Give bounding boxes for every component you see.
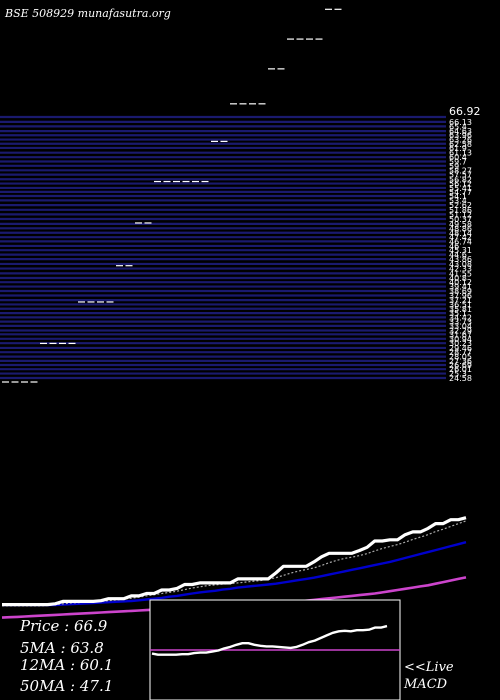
chart-title: BSE 508929 munafasutra.org [5, 7, 171, 20]
price-level-label: 44.6 [449, 251, 467, 260]
price-level-label: 33.73 [449, 318, 472, 327]
price-level-label: 54.1 [449, 192, 467, 201]
price-level-label: 37.96 [449, 292, 472, 301]
price-level-label: 52.62 [449, 201, 472, 210]
price-level-label: 66.92 [449, 105, 481, 118]
price-level-label: 47.42 [449, 233, 472, 242]
stat-5ma-value: 63.8 [70, 639, 104, 657]
price-level-label: 26.69 [449, 361, 472, 370]
price-level-label: 41.55 [449, 269, 472, 278]
stat-50ma-value: 47.1 [79, 677, 114, 695]
stat-50ma: 50MA : 47.1 [20, 677, 114, 695]
price-level-label: 27.36 [449, 357, 472, 366]
price-level-label: 55.41 [449, 184, 472, 193]
ma-mid-line [2, 541, 467, 607]
price-level-label: 46.74 [449, 237, 472, 246]
price-level-label: 42.33 [449, 265, 472, 274]
price-level-label: 30.23 [449, 339, 472, 348]
price-level-label: 35.81 [449, 305, 472, 314]
stat-12ma-value: 60.1 [79, 656, 114, 674]
stat-price-label: Price [20, 617, 60, 635]
price-level-label: 53.4 [449, 196, 467, 205]
price-level-label: 45.31 [449, 246, 472, 255]
price-line [2, 516, 467, 607]
macd-label: MACD [404, 677, 448, 692]
stat-12ma: 12MA : 60.1 [20, 656, 114, 674]
price-steps [2, 8, 342, 383]
stat-12ma-label: 12MA [20, 656, 66, 674]
stat-5ma-label: 5MA [20, 639, 56, 657]
price-level-label: 32.29 [449, 326, 472, 335]
macd-panel [149, 599, 401, 700]
price-level-label: 49.58 [449, 220, 472, 229]
price-level-label: 39.41 [449, 283, 472, 292]
price-level-label: 64.63 [449, 127, 472, 136]
price-level-label: 58.27 [449, 166, 472, 175]
price-level-label: 40.12 [449, 278, 472, 287]
price-level-label: 66.13 [449, 118, 472, 127]
price-level-label: 48.14 [449, 229, 472, 238]
live-label: <<Live [404, 660, 454, 675]
price-level-label: 61.9 [449, 144, 467, 153]
price-level-label: 24.58 [449, 374, 472, 383]
stat-price-value: 66.9 [73, 617, 108, 635]
price-level-label: 34.42 [449, 313, 472, 322]
price-level-label: 35.1 [449, 309, 467, 318]
stat-50ma-label: 50MA [20, 677, 66, 695]
price-level-label: 26.01 [449, 365, 472, 374]
price-level-label: 30.94 [449, 335, 472, 344]
price-level-label: 59.7 [449, 158, 467, 167]
price-level-label: 54.77 [449, 188, 472, 197]
price-level-label: 60.4 [449, 153, 467, 162]
price-level-label: 51.86 [449, 206, 472, 215]
price-level-label: 56.12 [449, 180, 472, 189]
price-level-label: 33.04 [449, 322, 472, 331]
price-level-label: 31.67 [449, 330, 472, 339]
price-level-label: 57.57 [449, 171, 472, 180]
price-level-label: 40.8 [449, 274, 467, 283]
price-level-label: 50.37 [449, 215, 472, 224]
ma-short-line [2, 520, 467, 607]
price-level-label: 43.86 [449, 255, 472, 264]
price-level-label: 59 [449, 162, 459, 171]
price-level-label: 56.82 [449, 175, 472, 184]
price-grid [0, 115, 446, 380]
stat-price: Price : 66.9 [20, 617, 108, 635]
price-level-label: 29.46 [449, 344, 472, 353]
price-level-label: 36.51 [449, 300, 472, 309]
price-level-label: 63.96 [449, 131, 472, 140]
price-level-label: 43.08 [449, 260, 472, 269]
macd-line [151, 624, 388, 656]
price-level-label: 38.69 [449, 287, 472, 296]
price-level-label: 65.4 [449, 122, 467, 131]
price-level-label: 61.13 [449, 149, 472, 158]
price-level-label: 62.58 [449, 140, 472, 149]
price-level-label: 28.05 [449, 353, 472, 362]
price-level-label: 28.77 [449, 348, 472, 357]
price-level-label: 46 [449, 242, 459, 251]
price-level-label: 37.21 [449, 296, 472, 305]
price-level-label: 48.86 [449, 224, 472, 233]
price-level-label: 51.12 [449, 210, 472, 219]
price-level-label: 63.26 [449, 136, 472, 145]
price-level-labels: 66.9266.1365.464.6363.9663.2662.5861.961… [449, 105, 481, 383]
price-level-label: 25.3 [449, 370, 467, 379]
stat-5ma: 5MA : 63.8 [20, 639, 104, 657]
